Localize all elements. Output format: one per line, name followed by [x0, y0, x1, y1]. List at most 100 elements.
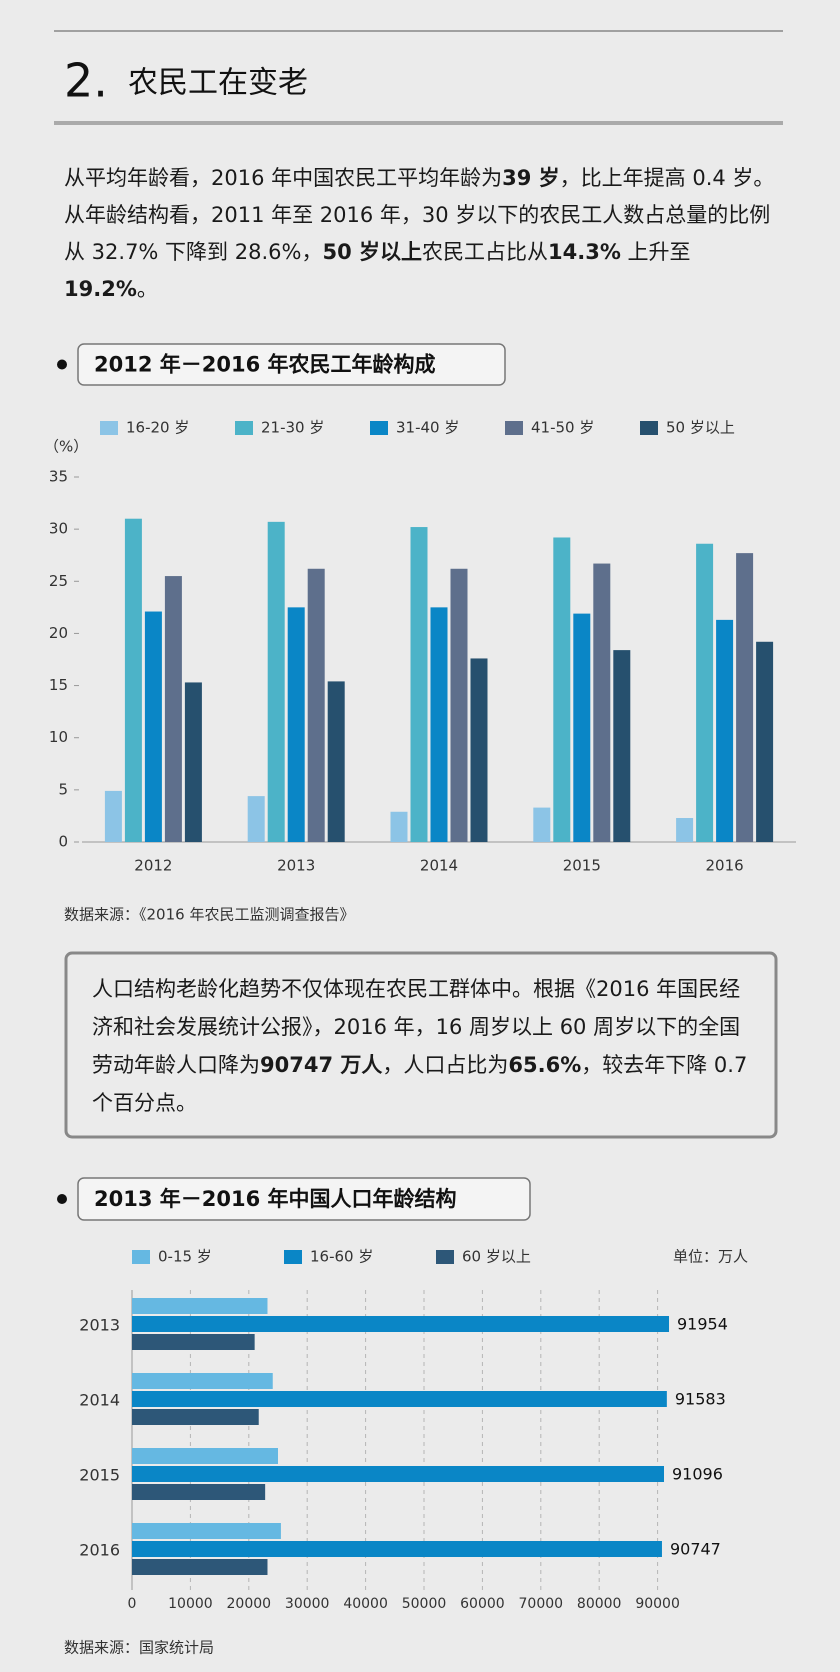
intro-paragraph: 从平均年龄看，2016 年中国农民工平均年龄为39 岁，比上年提高 0.4 岁。…	[64, 160, 784, 308]
bold-text: 14.3%	[548, 240, 621, 264]
section-title: 农民工在变老	[128, 66, 308, 101]
bar	[247, 796, 265, 842]
bar	[573, 613, 591, 842]
x-tick-label: 2015	[563, 857, 601, 875]
callout-box	[64, 951, 778, 1139]
bar	[756, 641, 774, 842]
header-rule	[54, 121, 783, 125]
y-tick-label: 2013	[79, 1316, 120, 1335]
x-tick-label: 70000	[519, 1596, 564, 1612]
text: 人口结构老龄化趋势不仅体现在农民工群体中。根据《2016 年国民经济和社会发展统…	[92, 977, 741, 1077]
y-tick-label: 30	[49, 520, 68, 538]
y-tick-label: 2015	[79, 1466, 120, 1485]
bar	[307, 568, 325, 842]
legend-label: 31-40 岁	[396, 419, 459, 437]
section-number: 2.	[64, 54, 108, 108]
bar	[390, 811, 408, 842]
bar	[132, 1298, 268, 1314]
chart-title-box	[77, 1177, 531, 1221]
legend-swatch	[132, 1250, 150, 1264]
y-tick-label: 2016	[79, 1541, 120, 1560]
bar	[553, 537, 571, 842]
chart-title-box	[77, 343, 506, 386]
legend-label: 50 岁以上	[666, 419, 735, 437]
source-note: 数据来源：国家统计局	[64, 1639, 214, 1657]
bar	[132, 1316, 670, 1332]
bar	[132, 1466, 665, 1482]
bar	[287, 607, 305, 842]
legend-label: 21-30 岁	[261, 419, 324, 437]
bar	[132, 1541, 662, 1557]
bar	[124, 518, 142, 842]
legend-swatch	[284, 1250, 302, 1264]
legend-swatch	[436, 1250, 454, 1264]
legend-label: 60 岁以上	[462, 1248, 531, 1266]
legend-swatch	[235, 421, 253, 435]
x-tick-label: 0	[128, 1596, 137, 1612]
value-label: 91954	[677, 1315, 728, 1334]
bar	[132, 1373, 273, 1389]
bold-text: 90747 万人	[260, 1053, 383, 1077]
x-tick-label: 80000	[577, 1596, 622, 1612]
legend-label: 0-15 岁	[158, 1248, 212, 1266]
y-tick-label: 10	[49, 728, 68, 746]
bar	[327, 681, 345, 842]
x-tick-label: 60000	[460, 1596, 505, 1612]
bar	[410, 527, 428, 842]
legend-swatch	[505, 421, 523, 435]
x-tick-label: 90000	[635, 1596, 680, 1612]
bar	[132, 1559, 268, 1575]
chart-title: 2013 年－2016 年中国人口年龄结构	[94, 1187, 457, 1211]
text: ，人口占比为	[382, 1053, 509, 1077]
text: ，比上年提高 0.4 岁。从年龄结构看，2011 年至 2016 年，30 岁以…	[64, 166, 775, 264]
x-tick-label: 30000	[285, 1596, 330, 1612]
bar	[696, 543, 714, 842]
legend-label: 16-60 岁	[310, 1248, 373, 1266]
bold-text: 65.6%	[508, 1053, 582, 1077]
legend-label: 41-50 岁	[531, 419, 594, 437]
bold-text: 39 岁	[502, 166, 560, 190]
bar	[132, 1409, 259, 1425]
y-tick-label: 20	[49, 624, 68, 642]
y-tick-label: 25	[49, 572, 68, 590]
bar	[470, 658, 488, 842]
text: 农民工占比从	[422, 240, 548, 264]
y-tick-label: 15	[49, 676, 68, 694]
y-tick-label: 5	[58, 780, 68, 798]
bar	[132, 1391, 667, 1407]
bar	[736, 553, 754, 842]
y-tick-label: 35	[49, 468, 68, 486]
value-label: 90747	[670, 1540, 721, 1559]
bar	[132, 1523, 281, 1539]
x-tick-label: 40000	[343, 1596, 388, 1612]
bar	[533, 807, 551, 842]
unit-label: 单位：万人	[673, 1248, 748, 1266]
x-tick-label: 2013	[277, 857, 315, 875]
bar	[450, 568, 468, 842]
x-tick-label: 50000	[402, 1596, 447, 1612]
bar	[267, 521, 285, 842]
bold-text: 50 岁以上	[322, 240, 422, 264]
legend-swatch	[100, 421, 118, 435]
bar	[613, 650, 631, 842]
text: ，较去年下降 0.7 个百分点。	[92, 1053, 748, 1115]
text: 从平均年龄看，2016 年中国农民工平均年龄为	[64, 166, 503, 190]
bar	[430, 607, 448, 842]
legend-swatch	[640, 421, 658, 435]
x-tick-label: 20000	[227, 1596, 272, 1612]
chart-title: 2012 年－2016 年农民工年龄构成	[94, 353, 436, 377]
bar	[716, 619, 734, 842]
y-axis-label: （%）	[44, 438, 88, 456]
legend-swatch	[370, 421, 388, 435]
bar	[593, 563, 611, 842]
text: 。	[136, 277, 158, 301]
value-label: 91096	[672, 1465, 723, 1484]
x-tick-label: 2016	[706, 857, 744, 875]
bar	[104, 790, 122, 842]
bar	[132, 1484, 266, 1500]
source-note: 数据来源：《2016 年农民工监测调查报告》	[64, 906, 354, 924]
bar	[144, 611, 162, 842]
x-tick-label: 2014	[420, 857, 458, 875]
